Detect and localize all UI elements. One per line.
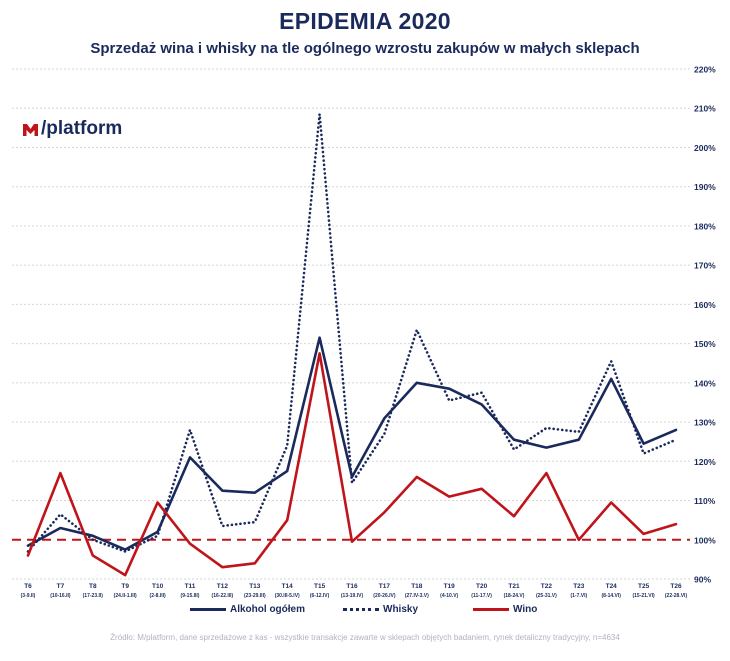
- y-tick-label: 190%: [694, 182, 716, 192]
- legend-swatch-wino: [473, 608, 509, 611]
- x-tick-dates: (22-28.VI): [665, 593, 688, 599]
- mplatform-logo: /platform: [22, 118, 122, 140]
- x-tick-dates: (11-17.V): [471, 593, 492, 599]
- x-tick-week: T22: [541, 583, 553, 590]
- series-line-wino: [26, 352, 678, 577]
- y-tick-label: 220%: [694, 65, 716, 75]
- x-tick-week: T14: [282, 583, 294, 590]
- x-tick-week: T15: [314, 583, 326, 590]
- x-tick-week: T20: [476, 583, 488, 590]
- y-tick-label: 140%: [694, 378, 716, 388]
- y-tick-label: 110%: [694, 496, 716, 506]
- x-tick-dates: (8-14.VI): [601, 593, 621, 599]
- y-tick-label: 210%: [694, 104, 716, 114]
- x-tick-week: T23: [573, 583, 585, 590]
- chart-title: EPIDEMIA 2020: [279, 8, 451, 34]
- x-tick-dates: (20-26.IV): [373, 593, 396, 599]
- x-tick-dates: (15-21.VI): [632, 593, 655, 599]
- x-tick-dates: (2-8.III): [150, 593, 166, 599]
- x-tick-dates: (10-16.II): [50, 593, 71, 599]
- y-tick-label: 170%: [694, 261, 716, 271]
- x-tick-week: T16: [346, 583, 358, 590]
- x-tick-dates: (1-7.VI): [570, 593, 587, 599]
- logo-text: /platform: [41, 118, 123, 139]
- x-tick-week: T7: [57, 583, 65, 590]
- x-tick-dates: (18-24.V): [504, 593, 525, 599]
- x-tick-week: T17: [379, 583, 391, 590]
- y-tick-label: 150%: [694, 339, 716, 349]
- x-tick-week: T26: [670, 583, 682, 590]
- x-tick-dates: (13-19.IV): [341, 593, 364, 599]
- x-tick-dates: (9-15.III): [181, 593, 200, 599]
- x-tick-week: T9: [121, 583, 129, 590]
- x-tick-week: T24: [606, 583, 618, 590]
- x-tick-week: T12: [217, 583, 229, 590]
- x-tick-week: T18: [411, 583, 423, 590]
- legend-label-whisky: Whisky: [383, 604, 419, 615]
- x-tick-week: T6: [24, 583, 32, 590]
- x-tick-week: T25: [638, 583, 650, 590]
- y-tick-label: 130%: [694, 418, 716, 428]
- y-tick-label: 90%: [694, 575, 711, 585]
- x-tick-dates: (16-22.III): [212, 593, 234, 599]
- x-tick-week: T19: [444, 583, 456, 590]
- y-tick-label: 120%: [694, 457, 716, 467]
- x-tick-dates: (6-12.IV): [310, 593, 330, 599]
- legend-label-wino: Wino: [513, 604, 538, 615]
- x-tick-dates: (24.II-1.III): [114, 593, 137, 599]
- y-tick-label: 200%: [694, 143, 716, 153]
- x-tick-week: T21: [508, 583, 520, 590]
- x-tick-week: T10: [152, 583, 164, 590]
- x-tick-dates: (23-29.III): [244, 593, 266, 599]
- legend-swatch-whisky: [343, 608, 379, 611]
- y-tick-label: 180%: [694, 221, 716, 231]
- x-tick-dates: (25-31.V): [536, 593, 557, 599]
- x-tick-dates: (27.IV-3.V): [405, 593, 429, 599]
- y-tick-label: 100%: [694, 535, 716, 545]
- legend: Alkohol ogółem Whisky Wino: [0, 604, 730, 620]
- y-tick-label: 160%: [694, 300, 716, 310]
- series-line-whisky: [26, 112, 678, 553]
- x-tick-dates: (30.III-5.IV): [275, 593, 300, 599]
- legend-item-whisky: Whisky: [343, 604, 418, 615]
- x-tick-week: T13: [249, 583, 261, 590]
- legend-item-alkohol: Alkohol ogółem: [190, 604, 305, 615]
- x-tick-week: T8: [89, 583, 97, 590]
- x-tick-dates: (3-9.II): [21, 593, 36, 599]
- chart-subtitle: Sprzedaż wina i whisky na tle ogólnego w…: [90, 40, 640, 57]
- x-tick-week: T11: [185, 583, 196, 590]
- series-line-alkohol-ogółem: [26, 336, 678, 551]
- m-logo-icon: [23, 123, 38, 136]
- x-tick-dates: (4-10.V): [440, 593, 458, 599]
- legend-label-alkohol: Alkohol ogółem: [230, 604, 305, 615]
- source-note: Źródło: M/platform, dane sprzedażowe z k…: [110, 633, 620, 642]
- legend-item-wino: Wino: [473, 604, 537, 615]
- x-tick-dates: (17-23.II): [83, 593, 104, 599]
- legend-swatch-alkohol: [190, 608, 226, 611]
